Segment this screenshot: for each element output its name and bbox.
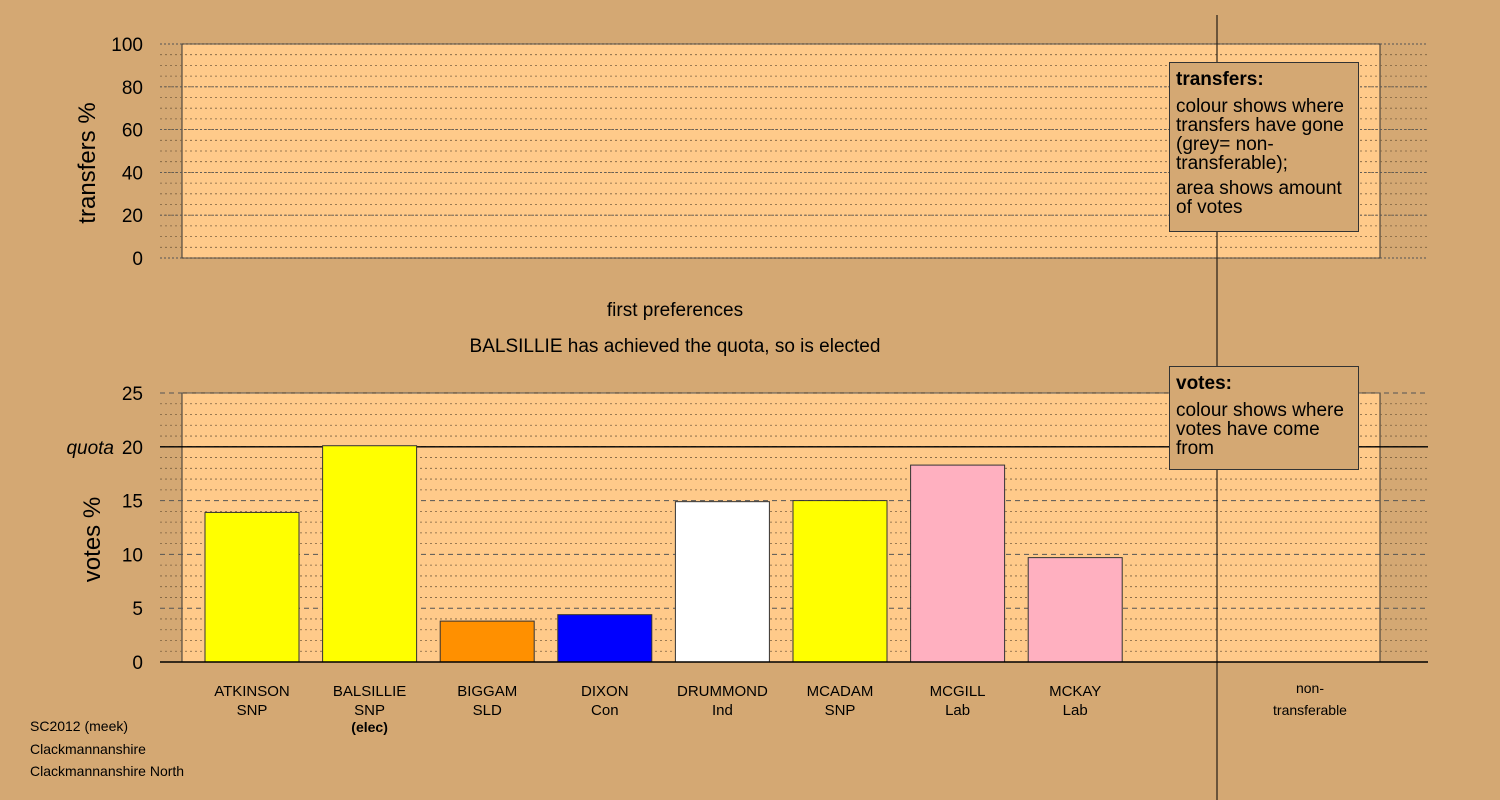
stage-message: BALSILLIE has achieved the quota, so is … (469, 336, 881, 357)
transfers-legend: transfers: colour shows where transfers … (1169, 62, 1359, 232)
candidate-party-label: Ind (712, 702, 733, 719)
candidate-name-label: DRUMMOND (677, 683, 768, 700)
candidate-party-label: Lab (1063, 702, 1088, 719)
candidate-name-label: BIGGAM (457, 683, 517, 700)
candidate-name-label: MCGILL (930, 683, 986, 700)
bar-biggam (439, 620, 535, 663)
non-transferable-label-line1: non- (1296, 680, 1324, 696)
transfers-tick-label: 20 (122, 206, 143, 227)
non-transferable-label-line2: transferable (1273, 702, 1347, 718)
footer-ward: Clackmannanshire North (30, 763, 185, 779)
candidate-party-label: SNP (825, 702, 856, 719)
candidate-status-label: (elec) (351, 719, 388, 735)
footer-election: SC2012 (meek) (30, 718, 129, 734)
votes-tick-label: 15 (122, 492, 143, 513)
transfers-tick-label: 40 (122, 163, 143, 184)
votes-legend-text1: colour shows where votes have come from (1176, 400, 1344, 459)
bar-atkinson (204, 511, 300, 663)
bar-mckay (1027, 557, 1123, 663)
transfers-axis-label: transfers % (74, 102, 101, 223)
votes-axis-label: votes % (79, 497, 106, 582)
footer-council: Clackmannanshire (30, 741, 146, 757)
transfers-tick-label: 0 (132, 249, 143, 270)
candidate-party-label: SLD (473, 702, 502, 719)
candidate-name-label: ATKINSON (214, 683, 290, 700)
votes-tick-label: 10 (122, 545, 143, 566)
bar-drummond (674, 501, 770, 663)
votes-tick-label: 20 (122, 438, 143, 459)
votes-tick-label: 25 (122, 384, 143, 405)
transfers-tick-label: 60 (122, 121, 143, 142)
transfers-legend-text1: colour shows where transfers have gone (… (1176, 96, 1344, 174)
candidate-name-label: MCKAY (1049, 683, 1101, 700)
votes-legend-heading: votes: (1176, 373, 1232, 394)
candidate-party-label: Con (591, 702, 619, 719)
candidate-name-label: MCADAM (807, 683, 874, 700)
bar-balsillie (322, 445, 418, 663)
candidate-party-label: SNP (354, 702, 385, 719)
votes-tick-label: 0 (132, 653, 143, 674)
votes-legend: votes: colour shows where votes have com… (1169, 366, 1359, 470)
candidate-party-label: Lab (945, 702, 970, 719)
bar-mcadam (792, 500, 888, 663)
quota-label: quota (66, 438, 114, 459)
transfers-legend-heading: transfers: (1176, 69, 1264, 90)
votes-tick-label: 5 (132, 599, 143, 620)
transfers-legend-text2: area shows amount of votes (1176, 178, 1342, 218)
candidate-name-label: BALSILLIE (333, 683, 406, 700)
transfers-tick-label: 80 (122, 78, 143, 99)
transfers-tick-label: 100 (111, 35, 143, 56)
candidate-name-label: DIXON (581, 683, 629, 700)
stage-title: first preferences (606, 300, 744, 321)
candidate-party-label: SNP (237, 702, 268, 719)
bar-dixon (557, 614, 653, 663)
bar-mcgill (910, 464, 1006, 663)
